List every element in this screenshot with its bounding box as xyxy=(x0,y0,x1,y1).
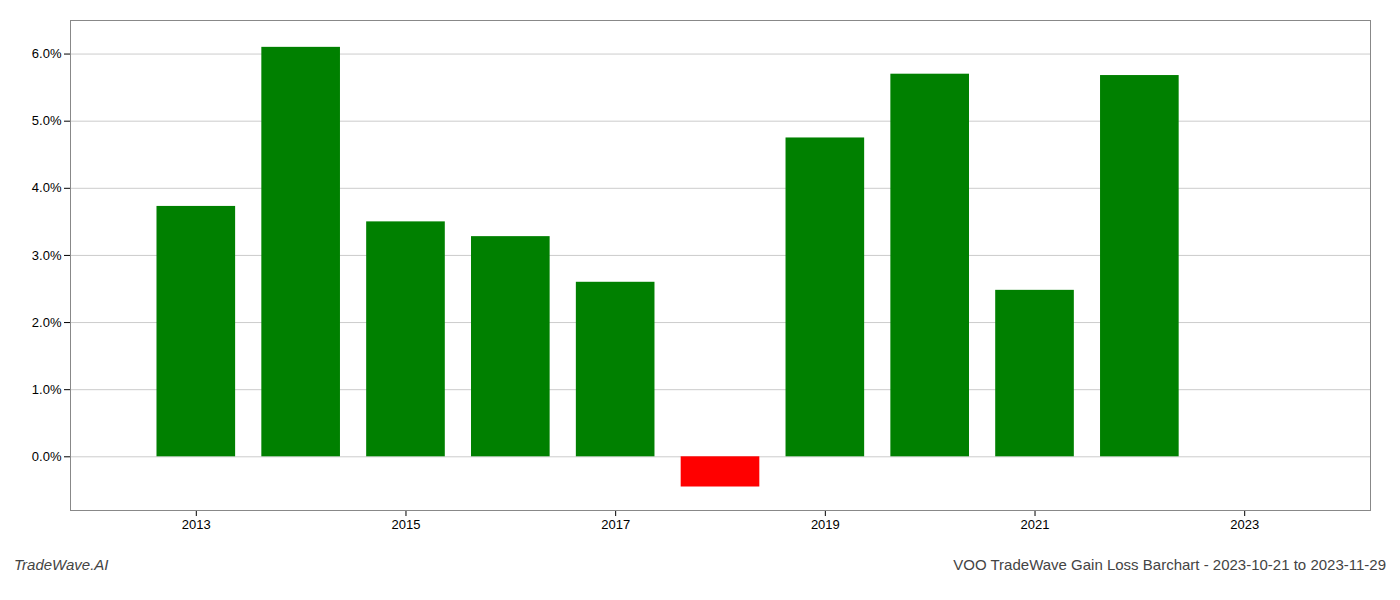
svg-text:4.0%: 4.0% xyxy=(32,180,62,195)
svg-text:0.0%: 0.0% xyxy=(32,449,62,464)
svg-text:2021: 2021 xyxy=(1021,517,1050,532)
svg-text:5.0%: 5.0% xyxy=(32,113,62,128)
svg-text:6.0%: 6.0% xyxy=(32,46,62,61)
svg-text:2015: 2015 xyxy=(392,517,421,532)
svg-text:2013: 2013 xyxy=(182,517,211,532)
html-text:TradeWave.AI: TradeWave.AI xyxy=(14,556,109,573)
svg-text:2.0%: 2.0% xyxy=(32,315,62,330)
svg-text:1.0%: 1.0% xyxy=(32,382,62,397)
svg-text:3.0%: 3.0% xyxy=(32,248,62,263)
svg-text:2017: 2017 xyxy=(601,517,630,532)
svg-text:2019: 2019 xyxy=(811,517,840,532)
html-text:VOO TradeWave Gain Loss Barcha: VOO TradeWave Gain Loss Barchart - 2023-… xyxy=(953,556,1386,573)
svg-text:2023: 2023 xyxy=(1230,517,1259,532)
